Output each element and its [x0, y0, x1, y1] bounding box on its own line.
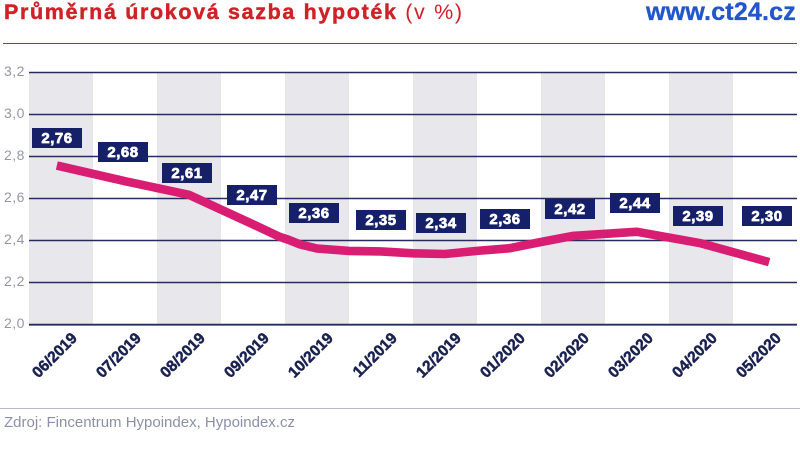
svg-text:2,35: 2,35	[365, 212, 396, 229]
svg-text:2,36: 2,36	[298, 205, 329, 222]
svg-text:2,30: 2,30	[751, 208, 782, 225]
svg-text:2,4: 2,4	[4, 231, 25, 247]
svg-text:2,76: 2,76	[41, 130, 72, 147]
svg-text:04/2020: 04/2020	[669, 330, 721, 382]
svg-text:3,0: 3,0	[4, 105, 25, 121]
svg-text:03/2020: 03/2020	[605, 330, 657, 382]
svg-text:2,6: 2,6	[4, 189, 25, 205]
svg-text:2,47: 2,47	[236, 187, 267, 204]
svg-text:2,0: 2,0	[4, 315, 25, 331]
svg-text:2,68: 2,68	[107, 144, 138, 161]
svg-text:11/2019: 11/2019	[350, 330, 401, 381]
svg-text:2,42: 2,42	[554, 201, 585, 218]
svg-text:2,39: 2,39	[682, 208, 713, 225]
svg-text:12/2019: 12/2019	[413, 330, 465, 382]
svg-text:2,34: 2,34	[425, 215, 456, 232]
svg-text:10/2019: 10/2019	[285, 330, 337, 382]
svg-text:01/2020: 01/2020	[477, 330, 529, 382]
svg-text:3,2: 3,2	[4, 63, 25, 79]
svg-text:2,36: 2,36	[489, 211, 520, 228]
svg-text:2,8: 2,8	[4, 147, 25, 163]
svg-text:2,61: 2,61	[171, 165, 202, 182]
svg-text:06/2019: 06/2019	[29, 330, 81, 382]
svg-text:2,44: 2,44	[619, 195, 650, 212]
svg-text:07/2019: 07/2019	[93, 330, 145, 382]
svg-text:09/2019: 09/2019	[221, 330, 273, 382]
svg-text:08/2019: 08/2019	[157, 330, 209, 382]
svg-text:02/2020: 02/2020	[541, 330, 593, 382]
svg-text:2,2: 2,2	[4, 273, 25, 289]
svg-text:05/2020: 05/2020	[733, 330, 785, 382]
